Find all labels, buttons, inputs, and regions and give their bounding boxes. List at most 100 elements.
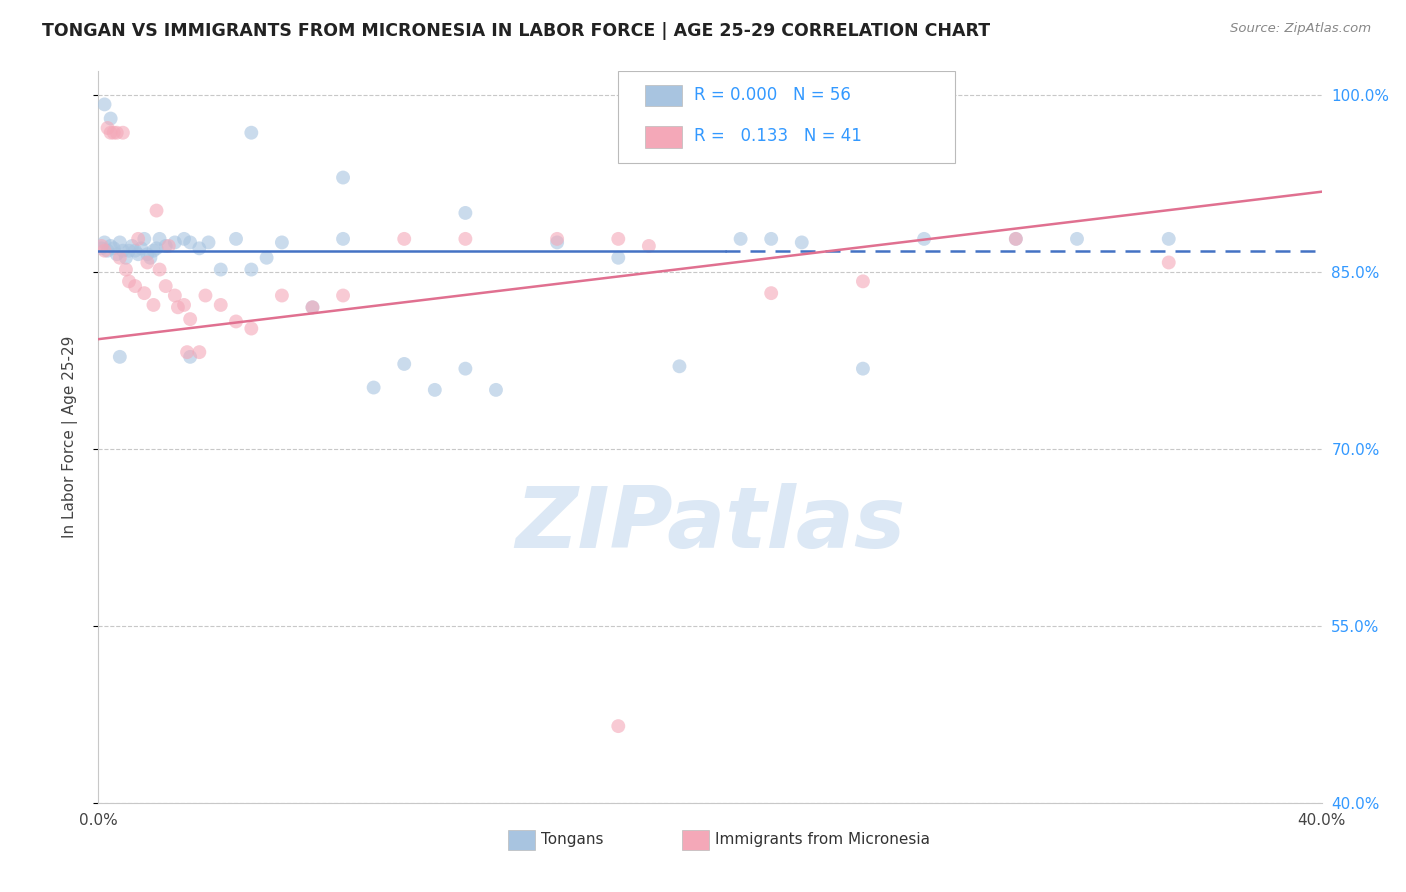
Point (301, 301, 323, 315)
Point (93, 244, 115, 258)
Point (163, 288, 186, 302)
Point (270, 288, 292, 302)
Point (240, 321, 263, 335)
Point (225, 314, 247, 328)
Point (149, 262, 172, 277)
Point (912, 232, 935, 246)
Point (129, 241, 152, 255)
Text: Tongans: Tongans (541, 832, 603, 847)
Point (93, 235, 115, 250)
Point (100, 126, 122, 140)
Point (111, 244, 134, 258)
Point (127, 232, 149, 246)
Point (97, 244, 120, 258)
Point (759, 232, 782, 246)
Point (194, 288, 217, 302)
Point (256, 251, 278, 265)
Point (301, 301, 323, 315)
Point (1004, 232, 1026, 246)
Point (454, 232, 477, 246)
Point (209, 298, 232, 312)
Point (332, 232, 354, 246)
Point (134, 232, 156, 246)
Text: R = 0.000   N = 56: R = 0.000 N = 56 (695, 86, 851, 103)
Point (607, 719, 630, 733)
Point (1157, 255, 1180, 269)
Point (118, 244, 141, 258)
Point (115, 251, 138, 265)
Y-axis label: In Labor Force | Age 25-29: In Labor Force | Age 25-29 (62, 336, 77, 538)
Point (155, 239, 177, 253)
Point (188, 241, 211, 255)
Point (607, 232, 630, 246)
Point (485, 383, 508, 397)
Point (118, 274, 141, 288)
Point (105, 247, 128, 261)
Point (108, 251, 131, 265)
Point (1157, 232, 1180, 246)
Point (607, 251, 630, 265)
Point (155, 279, 177, 293)
Point (423, 383, 446, 397)
Point (108, 235, 131, 250)
Text: TONGAN VS IMMIGRANTS FROM MICRONESIA IN LABOR FORCE | AGE 25-29 CORRELATION CHAR: TONGAN VS IMMIGRANTS FROM MICRONESIA IN … (42, 22, 990, 40)
Point (103, 126, 125, 140)
Point (637, 239, 661, 253)
FancyBboxPatch shape (508, 830, 536, 850)
Point (157, 239, 180, 253)
FancyBboxPatch shape (645, 126, 682, 148)
Point (546, 235, 568, 250)
Text: R =   0.133   N = 41: R = 0.133 N = 41 (695, 128, 862, 145)
Point (1066, 232, 1088, 246)
Text: Immigrants from Micronesia: Immigrants from Micronesia (714, 832, 929, 847)
FancyBboxPatch shape (619, 71, 955, 162)
Point (179, 235, 201, 250)
Point (105, 126, 128, 140)
Point (730, 232, 752, 246)
Point (115, 262, 138, 277)
Point (332, 288, 354, 302)
Point (179, 312, 201, 326)
Point (1004, 232, 1026, 246)
Point (167, 301, 190, 315)
Point (124, 279, 146, 293)
Point (134, 286, 156, 301)
Point (139, 251, 162, 265)
Point (392, 232, 416, 246)
Point (179, 350, 201, 364)
Point (90, 241, 112, 255)
Point (97, 120, 120, 135)
Point (149, 232, 172, 246)
Point (108, 350, 131, 364)
Point (142, 298, 165, 312)
Point (145, 241, 167, 255)
Point (124, 244, 146, 258)
Text: Source: ZipAtlas.com: Source: ZipAtlas.com (1230, 22, 1371, 36)
Point (852, 274, 875, 288)
Point (145, 203, 167, 218)
Point (93, 97, 115, 112)
Point (136, 255, 159, 269)
Point (188, 345, 211, 359)
Point (173, 298, 195, 312)
Point (103, 241, 125, 255)
Point (90, 239, 112, 253)
Point (759, 286, 782, 301)
Point (173, 232, 195, 246)
Point (790, 235, 813, 250)
Point (100, 112, 122, 126)
Point (127, 247, 149, 261)
Text: ZIPatlas: ZIPatlas (515, 483, 905, 566)
Point (332, 170, 354, 185)
Point (363, 380, 385, 394)
FancyBboxPatch shape (682, 830, 709, 850)
Point (225, 232, 247, 246)
Point (100, 239, 122, 253)
Point (852, 361, 875, 376)
Point (209, 262, 232, 277)
Point (546, 232, 568, 246)
Point (454, 206, 477, 220)
Point (163, 235, 186, 250)
Point (111, 126, 134, 140)
FancyBboxPatch shape (645, 85, 682, 106)
